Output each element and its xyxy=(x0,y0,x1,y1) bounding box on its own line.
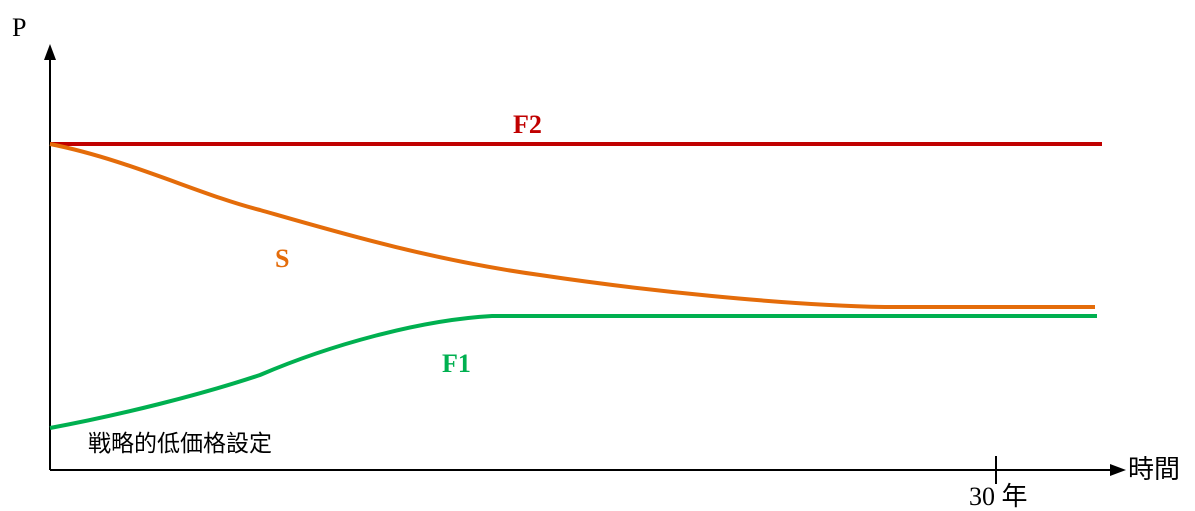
curve-f1-label: F1 xyxy=(442,349,471,378)
x-tick-label-30: 30 年 xyxy=(969,482,1028,511)
x-axis-label: 時間 xyxy=(1128,455,1180,484)
strategic-low-price-annotation: 戦略的低価格設定 xyxy=(88,431,272,457)
x-axis-arrowhead xyxy=(1110,464,1126,476)
y-axis-label: P xyxy=(12,13,26,42)
curve-f2-label: F2 xyxy=(513,110,542,139)
curve-s-label: S xyxy=(275,244,289,273)
y-axis-arrowhead xyxy=(44,44,56,60)
curve-s xyxy=(49,142,1095,309)
curve-f1 xyxy=(49,314,1097,430)
